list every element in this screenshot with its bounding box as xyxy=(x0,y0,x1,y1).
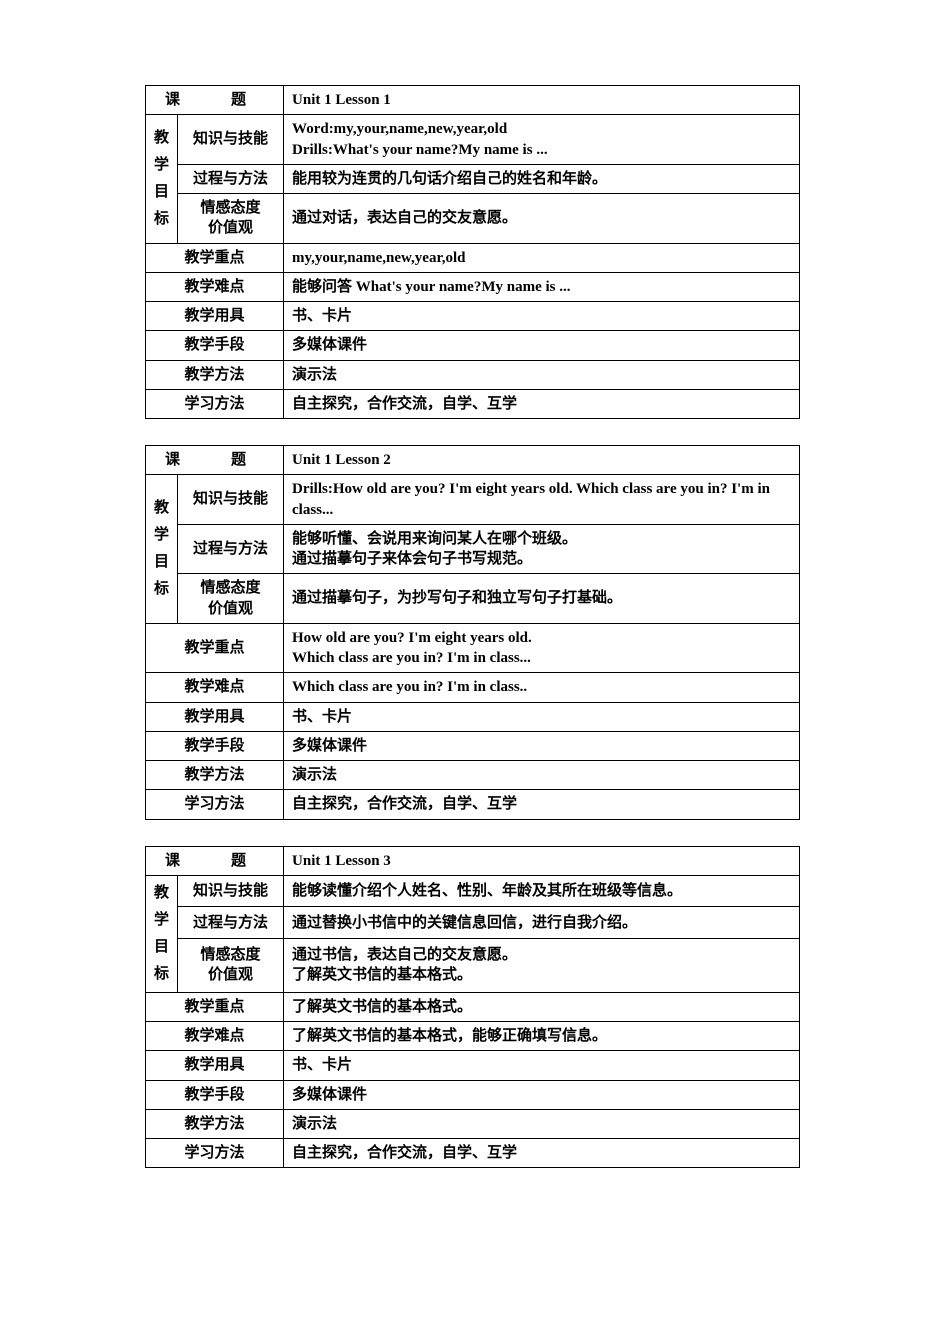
lesson-table-1: 课 题 Unit 1 Lesson 1 教学目标 知识与技能 Word:my,y… xyxy=(145,85,800,419)
lesson2-tools: 书、卡片 xyxy=(284,702,800,731)
label-attitude: 情感态度价值观 xyxy=(178,574,284,624)
lesson1-difficult: 能够问答 What's your name?My name is ... xyxy=(284,272,800,301)
label-difficult: 教学难点 xyxy=(146,272,284,301)
label-means: 教学手段 xyxy=(146,731,284,760)
lesson3-key: 了解英文书信的基本格式。 xyxy=(284,992,800,1021)
lesson1-means: 多媒体课件 xyxy=(284,331,800,360)
label-tools: 教学用具 xyxy=(146,702,284,731)
label-learn: 学习方法 xyxy=(146,790,284,819)
label-teaching-goal: 教学目标 xyxy=(146,875,178,992)
lesson1-method: 演示法 xyxy=(284,360,800,389)
lesson1-tools: 书、卡片 xyxy=(284,302,800,331)
label-learn: 学习方法 xyxy=(146,389,284,418)
label-key: 教学重点 xyxy=(146,992,284,1021)
lesson1-learn: 自主探究，合作交流，自学、互学 xyxy=(284,389,800,418)
label-difficult: 教学难点 xyxy=(146,673,284,702)
lesson1-knowledge: Word:my,your,name,new,year,old Drills:Wh… xyxy=(284,115,800,165)
label-knowledge: 知识与技能 xyxy=(178,475,284,525)
lesson1-key: my,your,name,new,year,old xyxy=(284,243,800,272)
label-means: 教学手段 xyxy=(146,331,284,360)
lesson2-difficult: Which class are you in? I'm in class.. xyxy=(284,673,800,702)
label-tools: 教学用具 xyxy=(146,1051,284,1080)
lesson2-process: 能够听懂、会说用来询问某人在哪个班级。 通过描摹句子来体会句子书写规范。 xyxy=(284,524,800,574)
label-difficult: 教学难点 xyxy=(146,1022,284,1051)
label-process: 过程与方法 xyxy=(178,524,284,574)
lesson1-title: Unit 1 Lesson 1 xyxy=(284,86,800,115)
lesson1-attitude: 通过对话，表达自己的交友意愿。 xyxy=(284,194,800,244)
label-process: 过程与方法 xyxy=(178,907,284,939)
label-teaching-goal: 教学目标 xyxy=(146,475,178,624)
lesson3-method: 演示法 xyxy=(284,1109,800,1138)
label-tools: 教学用具 xyxy=(146,302,284,331)
label-process: 过程与方法 xyxy=(178,164,284,193)
lesson1-process: 能用较为连贯的几句话介绍自己的姓名和年龄。 xyxy=(284,164,800,193)
lesson2-method: 演示法 xyxy=(284,761,800,790)
label-knowledge: 知识与技能 xyxy=(178,875,284,907)
label-method: 教学方法 xyxy=(146,360,284,389)
lesson3-title: Unit 1 Lesson 3 xyxy=(284,846,800,875)
label-key: 教学重点 xyxy=(146,623,284,673)
lesson3-attitude: 通过书信，表达自己的交友意愿。 了解英文书信的基本格式。 xyxy=(284,939,800,993)
label-learn: 学习方法 xyxy=(146,1139,284,1168)
label-method: 教学方法 xyxy=(146,761,284,790)
label-course-title: 课 题 xyxy=(146,446,284,475)
label-method: 教学方法 xyxy=(146,1109,284,1138)
lesson2-attitude: 通过描摹句子，为抄写句子和独立写句子打基础。 xyxy=(284,574,800,624)
lesson3-process: 通过替换小书信中的关键信息回信，进行自我介绍。 xyxy=(284,907,800,939)
lesson3-means: 多媒体课件 xyxy=(284,1080,800,1109)
label-course-title: 课 题 xyxy=(146,86,284,115)
label-knowledge: 知识与技能 xyxy=(178,115,284,165)
lesson3-tools: 书、卡片 xyxy=(284,1051,800,1080)
lesson3-difficult: 了解英文书信的基本格式，能够正确填写信息。 xyxy=(284,1022,800,1051)
label-means: 教学手段 xyxy=(146,1080,284,1109)
lesson2-learn: 自主探究，合作交流，自学、互学 xyxy=(284,790,800,819)
lesson2-key: How old are you? I'm eight years old. Wh… xyxy=(284,623,800,673)
label-key: 教学重点 xyxy=(146,243,284,272)
label-attitude: 情感态度价值观 xyxy=(178,194,284,244)
label-teaching-goal: 教学目标 xyxy=(146,115,178,243)
lesson2-title: Unit 1 Lesson 2 xyxy=(284,446,800,475)
label-attitude: 情感态度价值观 xyxy=(178,939,284,993)
lesson2-knowledge: Drills:How old are you? I'm eight years … xyxy=(284,475,800,525)
lesson-table-3: 课 题 Unit 1 Lesson 3 教学目标 知识与技能 能够读懂介绍个人姓… xyxy=(145,846,800,1169)
lesson-table-2: 课 题 Unit 1 Lesson 2 教学目标 知识与技能 Drills:Ho… xyxy=(145,445,800,820)
lesson3-learn: 自主探究，合作交流，自学、互学 xyxy=(284,1139,800,1168)
label-course-title: 课 题 xyxy=(146,846,284,875)
lesson3-knowledge: 能够读懂介绍个人姓名、性别、年龄及其所在班级等信息。 xyxy=(284,875,800,907)
lesson2-means: 多媒体课件 xyxy=(284,731,800,760)
